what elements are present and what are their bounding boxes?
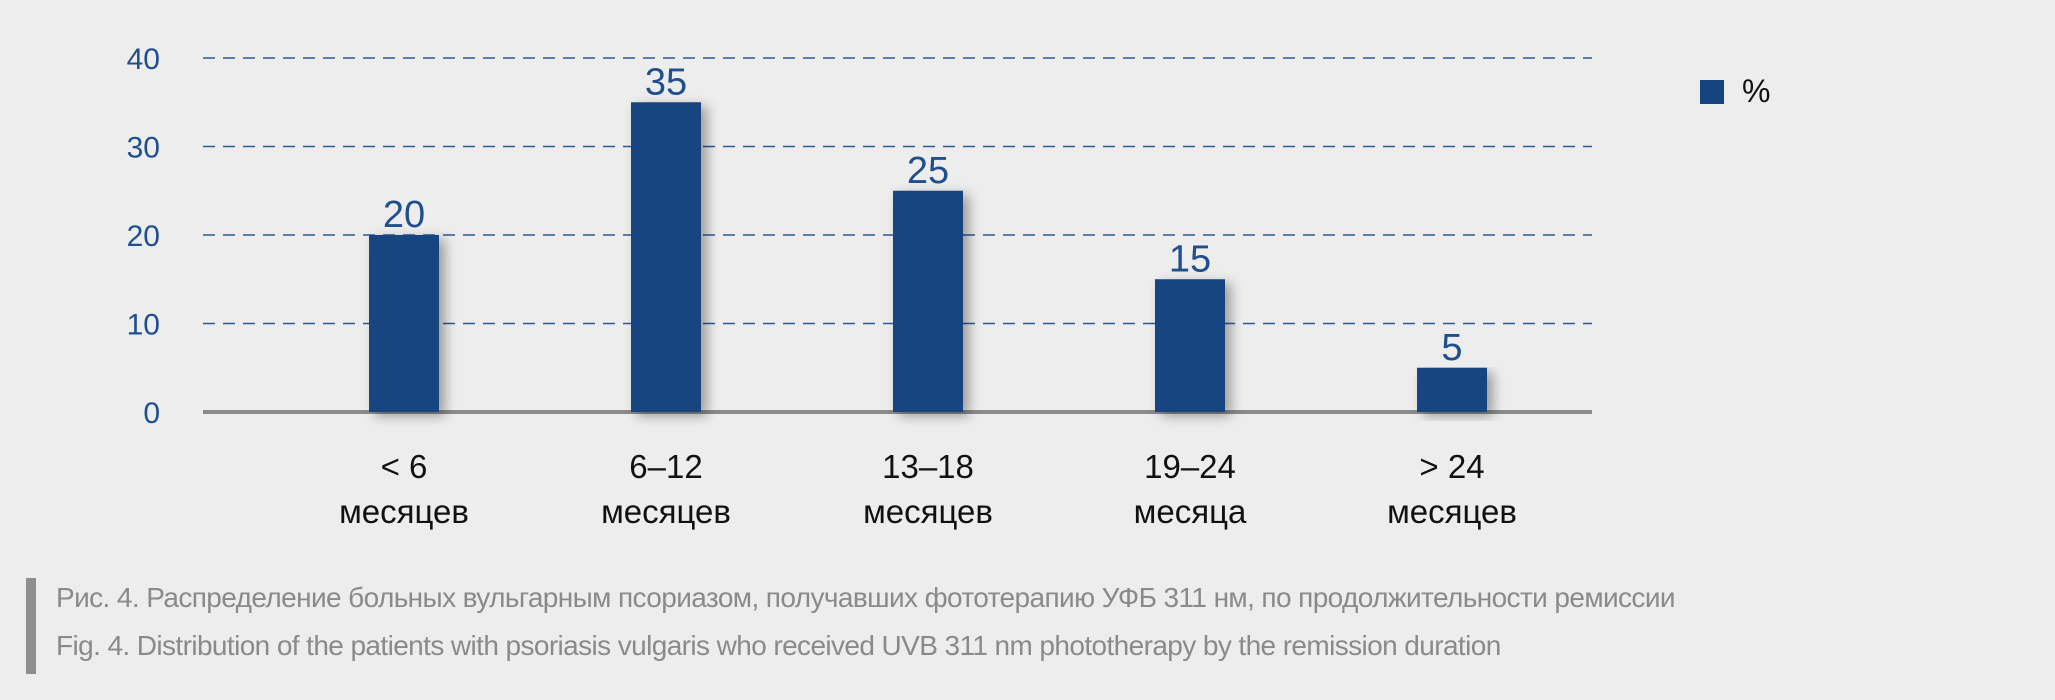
category-label: > 24 [1419, 448, 1484, 485]
bar [893, 190, 963, 412]
category-label: 6–12 [629, 448, 702, 485]
y-tick-label: 40 [127, 43, 160, 76]
caption-accent-bar [26, 578, 36, 674]
legend-label: % [1742, 73, 1770, 109]
data-label: 25 [907, 150, 949, 192]
y-tick-label: 0 [143, 397, 160, 430]
y-tick-label: 30 [127, 132, 160, 165]
category-label: < 6 [381, 448, 428, 485]
caption-russian: Рис. 4. Распределение больных вульгарным… [56, 582, 1676, 613]
bar-chart: 0 10 20 30 40 20 35 25 15 5 < 6 месяцев 6–12 месяце… [127, 43, 1771, 530]
bar [1417, 367, 1487, 412]
category-label-unit: месяца [1134, 493, 1247, 530]
category-label-unit: месяцев [339, 493, 469, 530]
legend-swatch [1700, 80, 1724, 104]
data-label: 5 [1441, 327, 1462, 369]
bar [631, 102, 701, 412]
bar [369, 235, 439, 412]
category-label: 19–24 [1144, 448, 1236, 485]
category-label-unit: месяцев [1387, 493, 1517, 530]
caption-english: Fig. 4. Distribution of the patients wit… [56, 630, 1501, 661]
data-label: 35 [645, 61, 687, 103]
figure-caption: Рис. 4. Распределение больных вульгарным… [26, 578, 1726, 674]
category-label-unit: месяцев [601, 493, 731, 530]
data-label: 15 [1169, 238, 1211, 280]
bar [1155, 279, 1225, 412]
category-label-unit: месяцев [863, 493, 993, 530]
y-tick-label: 20 [127, 220, 160, 253]
y-tick-label: 10 [127, 309, 160, 342]
data-label: 20 [383, 194, 425, 236]
category-label: 13–18 [882, 448, 974, 485]
